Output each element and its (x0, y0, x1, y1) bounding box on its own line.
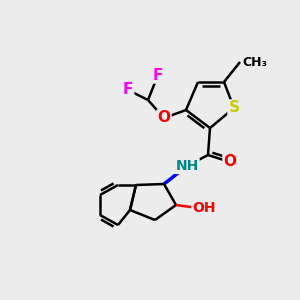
Text: F: F (123, 82, 133, 98)
Text: CH₃: CH₃ (242, 56, 267, 68)
Text: O: O (158, 110, 170, 125)
Text: S: S (229, 100, 239, 116)
Text: F: F (153, 68, 163, 82)
Text: OH: OH (192, 201, 216, 215)
Text: O: O (224, 154, 236, 169)
Text: NH: NH (176, 159, 199, 173)
